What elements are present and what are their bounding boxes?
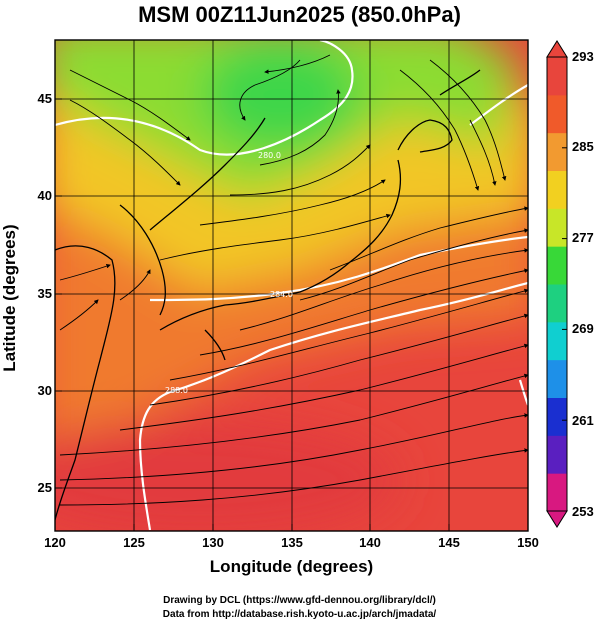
- x-axis-label: Longitude (degrees): [209, 557, 374, 576]
- colorbar-segment: [547, 321, 567, 361]
- colorbar-segment: [547, 170, 567, 209]
- colorbar-frame: [546, 56, 568, 512]
- colorbar-segment: [547, 94, 567, 134]
- cool-core: [200, 40, 360, 150]
- colorbar-segment: [547, 208, 567, 247]
- colorbar-tick-label: 277: [572, 230, 594, 245]
- x-tick-label: 125: [123, 535, 145, 550]
- wind-streamlines: [59, 54, 528, 506]
- credit-data: Data from http://database.rish.kyoto-u.a…: [162, 609, 437, 620]
- contour-label-280: 280.0: [258, 151, 281, 160]
- x-tick-label: 135: [281, 535, 303, 550]
- colorbar-tick-label: 253: [572, 504, 594, 519]
- x-tick-label: 150: [517, 535, 539, 550]
- colorbar-min-arrow: [546, 510, 568, 528]
- x-tick-label: 130: [202, 535, 224, 550]
- colorbar-segment: [547, 359, 567, 398]
- y-tick-label: 40: [37, 188, 52, 203]
- colorbar-segment: [547, 473, 567, 512]
- colorbar-max-arrow: [546, 40, 568, 58]
- colorbar: [546, 40, 568, 528]
- colorbar-segment: [547, 435, 567, 474]
- colorbar-segment: [547, 57, 567, 96]
- x-tick-label: 140: [359, 535, 381, 550]
- colorbar-segment: [547, 132, 567, 171]
- colorbar-tick-label: 269: [572, 321, 594, 336]
- x-tick-label: 120: [44, 535, 66, 550]
- y-tick-label: 45: [37, 91, 52, 106]
- contour-label-288: 288.0: [165, 386, 188, 395]
- coastlines: [55, 69, 481, 521]
- y-tick-label: 35: [37, 286, 52, 301]
- isotherm-contours: [55, 40, 528, 531]
- contour-label-284: 284.0: [270, 290, 293, 299]
- y-tick-label: 25: [37, 480, 52, 495]
- x-tick-label: 145: [438, 535, 460, 550]
- map-title: MSM 00Z11Jun2025 (850.0hPa): [138, 2, 461, 27]
- y-tick-label: 30: [37, 383, 52, 398]
- colorbar-segment: [547, 246, 567, 285]
- y-axis-label: Latitude (degrees): [0, 224, 19, 372]
- colorbar-tick-label: 261: [572, 413, 594, 428]
- axis-ticks: [54, 98, 529, 531]
- colorbar-tick-label: 293: [572, 49, 594, 64]
- credit-drawing: Drawing by DCL (https://www.gfd-dennou.o…: [163, 595, 436, 606]
- colorbar-tick-label: 285: [572, 139, 594, 154]
- colorbar-segment: [547, 397, 567, 436]
- colorbar-segment: [547, 284, 567, 323]
